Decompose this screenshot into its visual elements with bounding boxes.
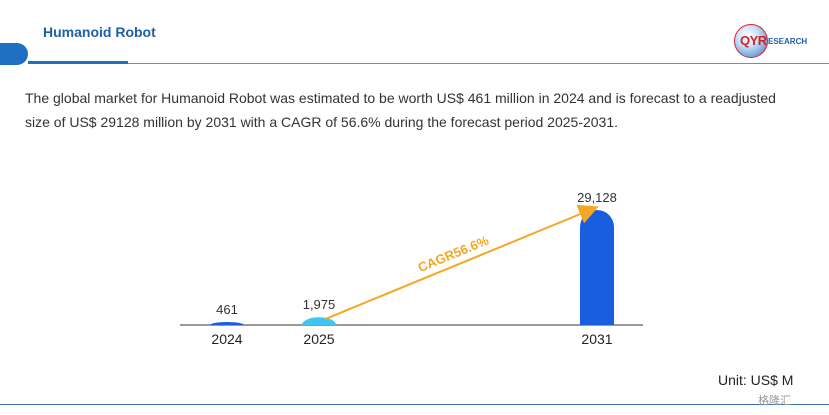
value-label-2025: 1,975 <box>303 297 336 312</box>
globe-icon <box>734 24 768 58</box>
logo-qyr-text: QYR <box>740 33 767 48</box>
bar-2024 <box>210 322 244 325</box>
value-label-2024: 461 <box>216 302 238 317</box>
tick-label-2025: 2025 <box>303 331 334 347</box>
market-chart: 461 2024 1,975 2025 29,128 2031 CAGR56.6% <box>180 190 643 347</box>
cagr-arrow <box>324 204 599 321</box>
bar-2031 <box>580 210 614 325</box>
watermark-text: 格隆汇 <box>758 395 791 407</box>
value-label-2031: 29,128 <box>577 190 617 205</box>
market-description: The global market for Humanoid Robot was… <box>25 90 776 130</box>
logo-research-text: ESEARCH <box>768 37 808 46</box>
footer-divider <box>0 404 829 405</box>
header-divider-accent <box>28 61 128 64</box>
tick-label-2031: 2031 <box>581 331 612 347</box>
page-title: Humanoid Robot <box>43 24 156 40</box>
header-divider <box>28 63 829 64</box>
cagr-annotation: CAGR56.6% <box>416 232 492 275</box>
qyresearch-logo: QYR ESEARCH <box>734 24 814 60</box>
bar-2025 <box>302 317 336 325</box>
tick-label-2024: 2024 <box>211 331 242 347</box>
unit-label: Unit: US$ M <box>718 372 794 388</box>
header-tab-decoration <box>0 43 28 65</box>
